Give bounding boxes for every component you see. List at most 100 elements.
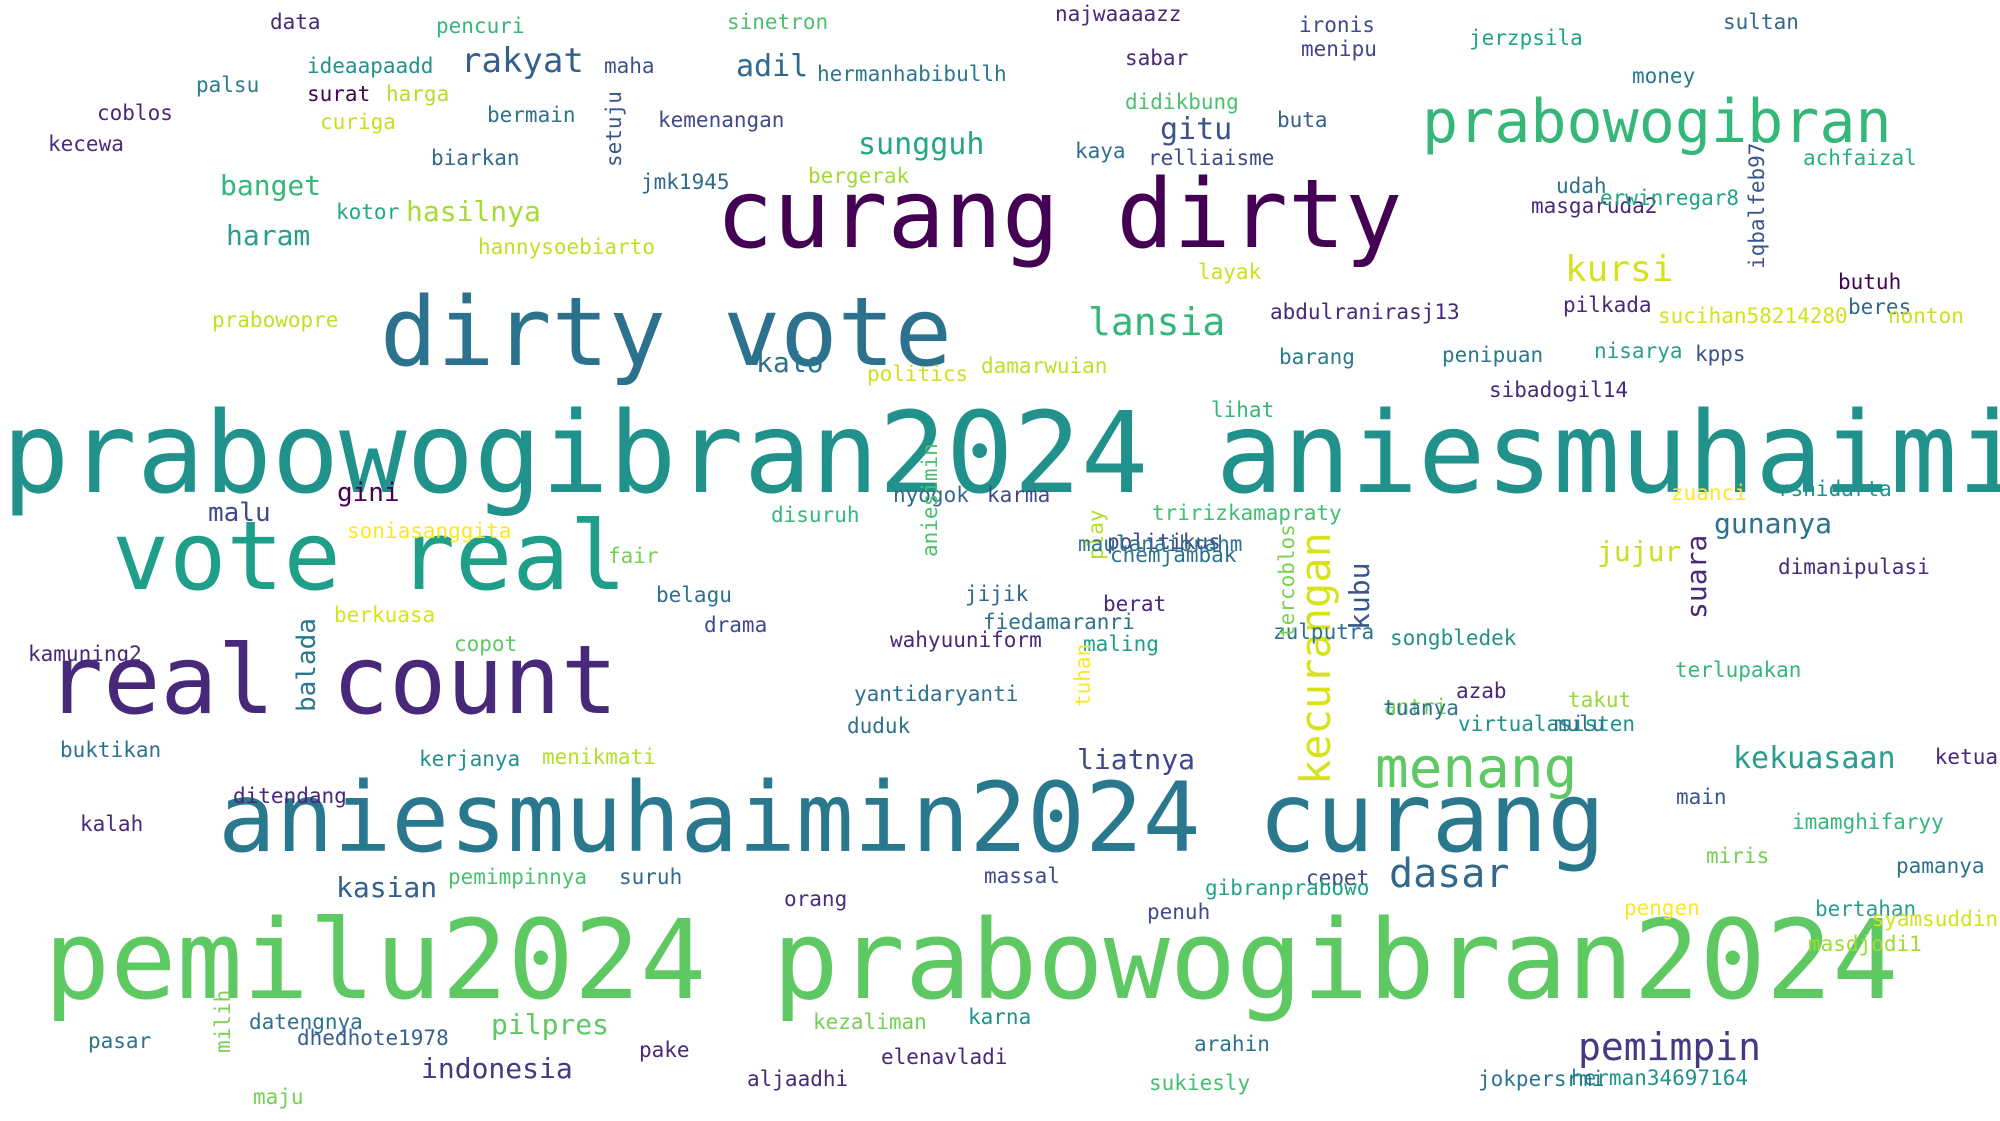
word-pemimpinnya: pemimpinnya bbox=[448, 865, 588, 889]
word-politikus: politikus bbox=[1107, 530, 1221, 554]
word-prabowogibran2024-aniesmuhaimin2024: prabowogibran2024 aniesmuhaimin2024 bbox=[1, 389, 2000, 519]
word-jujur: jujur bbox=[1597, 535, 1682, 568]
word-buta: buta bbox=[1277, 108, 1328, 132]
word-orang: orang bbox=[784, 887, 848, 911]
word-sukiesly: sukiesly bbox=[1149, 1071, 1251, 1095]
word-menang: menang bbox=[1375, 736, 1578, 801]
word-wahyuuniform: wahyuuniform bbox=[890, 628, 1042, 652]
word-dimanipulasi: dimanipulasi bbox=[1778, 555, 1930, 579]
word-sibadogil14: sibadogil14 bbox=[1489, 378, 1629, 402]
word-pemilu2024-prabowogibran2024: pemilu2024 prabowogibran2024 bbox=[44, 896, 1899, 1024]
word-kekuasaan: kekuasaan bbox=[1733, 741, 1896, 776]
word-kaya: kaya bbox=[1075, 139, 1126, 163]
word-duduk: duduk bbox=[847, 714, 911, 738]
word-prabowopre: prabowopre bbox=[212, 308, 339, 332]
word-zulputra: zulputra bbox=[1273, 620, 1375, 644]
word-karna: karna bbox=[968, 1005, 1032, 1029]
word-dasar: dasar bbox=[1389, 851, 1510, 897]
word-terlupakan: terlupakan bbox=[1675, 658, 1802, 682]
word-kecurangan: kecurangan bbox=[1291, 532, 1340, 785]
word-maju: maju bbox=[253, 1085, 304, 1109]
word-dhedhote1978: dhedhote1978 bbox=[297, 1026, 449, 1050]
word-hermanhabibullh: hermanhabibullh bbox=[817, 62, 1007, 86]
word-rshidarta: rshidarta bbox=[1778, 477, 1892, 501]
word-sinetron: sinetron bbox=[727, 10, 829, 34]
word-azab: azab bbox=[1456, 679, 1507, 703]
word-harga: harga bbox=[386, 82, 450, 106]
word-beres: beres bbox=[1848, 295, 1912, 319]
word-sabar: sabar bbox=[1125, 46, 1189, 70]
word-haram: haram bbox=[226, 219, 311, 252]
word-udah: udah bbox=[1556, 174, 1607, 198]
word-elenavladi: elenavladi bbox=[881, 1045, 1008, 1069]
word-tririzkamapraty: tririzkamapraty bbox=[1152, 501, 1342, 525]
word-sultan: sultan bbox=[1723, 10, 1799, 34]
word-bermain: bermain bbox=[487, 103, 576, 127]
word-balada: balada bbox=[292, 618, 322, 712]
word-lansia: lansia bbox=[1088, 300, 1226, 344]
word-erwinregar8: erwinregar8 bbox=[1600, 186, 1740, 210]
word-drama: drama bbox=[704, 613, 768, 637]
word-zuanci: zuanci bbox=[1671, 481, 1747, 505]
word-milih: milih bbox=[211, 989, 235, 1053]
word-ideaapaadd: ideaapaadd bbox=[307, 54, 434, 78]
word-fiedamaranri: fiedamaranri bbox=[983, 610, 1135, 634]
word-penuh: penuh bbox=[1147, 900, 1211, 924]
word-aniesmuhaimin2024-curang: aniesmuhaimin2024 curang bbox=[218, 762, 1606, 874]
word-tuanya: tuanya bbox=[1383, 696, 1459, 720]
word-nyogok: nyogok bbox=[893, 483, 969, 507]
word-rakyat: rakyat bbox=[461, 41, 584, 81]
word-aljaadhi: aljaadhi bbox=[747, 1067, 849, 1091]
word-bertahan: bertahan bbox=[1815, 897, 1917, 921]
word-jmk1945: jmk1945 bbox=[641, 170, 730, 194]
word-barang: barang bbox=[1279, 345, 1355, 369]
word-surat: surat bbox=[307, 82, 371, 106]
word-ironis: ironis bbox=[1299, 13, 1375, 37]
word-main: main bbox=[1676, 785, 1727, 809]
word-kezaliman: kezaliman bbox=[813, 1010, 927, 1034]
word-gunanya: gunanya bbox=[1714, 507, 1833, 540]
word-setuju: setuju bbox=[602, 91, 626, 167]
word-relliaisme: relliaisme bbox=[1148, 146, 1275, 170]
word-tuhan: tuhan bbox=[1071, 643, 1095, 707]
word-nonton: nonton bbox=[1888, 304, 1964, 328]
word-jerzpsila: jerzpsila bbox=[1469, 26, 1583, 50]
word-nisarya: nisarya bbox=[1594, 339, 1683, 363]
word-pilkada: pilkada bbox=[1563, 293, 1652, 317]
word-data: data bbox=[270, 10, 321, 34]
word-fair: fair bbox=[608, 544, 659, 568]
word-jokpersrmi: jokpersrmi bbox=[1478, 1067, 1605, 1091]
word-coblos: coblos bbox=[97, 101, 173, 125]
word-iqbalfeb97: iqbalfeb97 bbox=[1745, 142, 1769, 269]
word-kemenangan: kemenangan bbox=[658, 108, 785, 132]
word-hannysoebiarto: hannysoebiarto bbox=[478, 235, 656, 259]
word-kamuning2: kamuning2 bbox=[28, 642, 142, 666]
word-achfaizal: achfaizal bbox=[1803, 146, 1917, 170]
word-kerjanya: kerjanya bbox=[419, 747, 521, 771]
word-soniasanggita: soniasanggita bbox=[347, 519, 512, 543]
word-menipu: menipu bbox=[1301, 37, 1377, 61]
word-chemjambak: chemjambak bbox=[1110, 543, 1237, 567]
word-karma: karma bbox=[987, 483, 1051, 507]
word-vote-real: vote real bbox=[112, 502, 627, 612]
word-yantidaryanti: yantidaryanti bbox=[854, 682, 1019, 706]
word-kpps: kpps bbox=[1695, 342, 1746, 366]
word-maulanaibrahm: maulanaibrahm bbox=[1078, 532, 1243, 556]
word-bergerak: bergerak bbox=[808, 164, 910, 188]
word-belagu: belagu bbox=[656, 583, 732, 607]
word-pengen: pengen bbox=[1624, 896, 1700, 920]
word-tercoblos: tercoblos bbox=[1275, 524, 1299, 638]
word-aniesimin: aniesimin bbox=[918, 443, 942, 557]
word-imamghifaryy: imamghifaryy bbox=[1792, 810, 1944, 834]
word-gini: gini bbox=[337, 478, 400, 508]
word-maling: maling bbox=[1083, 632, 1159, 656]
word-berat: berat bbox=[1103, 592, 1167, 616]
word-herman34697164: herman34697164 bbox=[1571, 1066, 1749, 1090]
word-ditendang: ditendang bbox=[233, 784, 347, 808]
word-kecewa: kecewa bbox=[48, 132, 124, 156]
word-biarkan: biarkan bbox=[431, 146, 520, 170]
word-maha: maha bbox=[604, 54, 655, 78]
word-lihat: lihat bbox=[1211, 398, 1275, 422]
word-gibranprabowo: gibranprabowo bbox=[1205, 876, 1370, 900]
